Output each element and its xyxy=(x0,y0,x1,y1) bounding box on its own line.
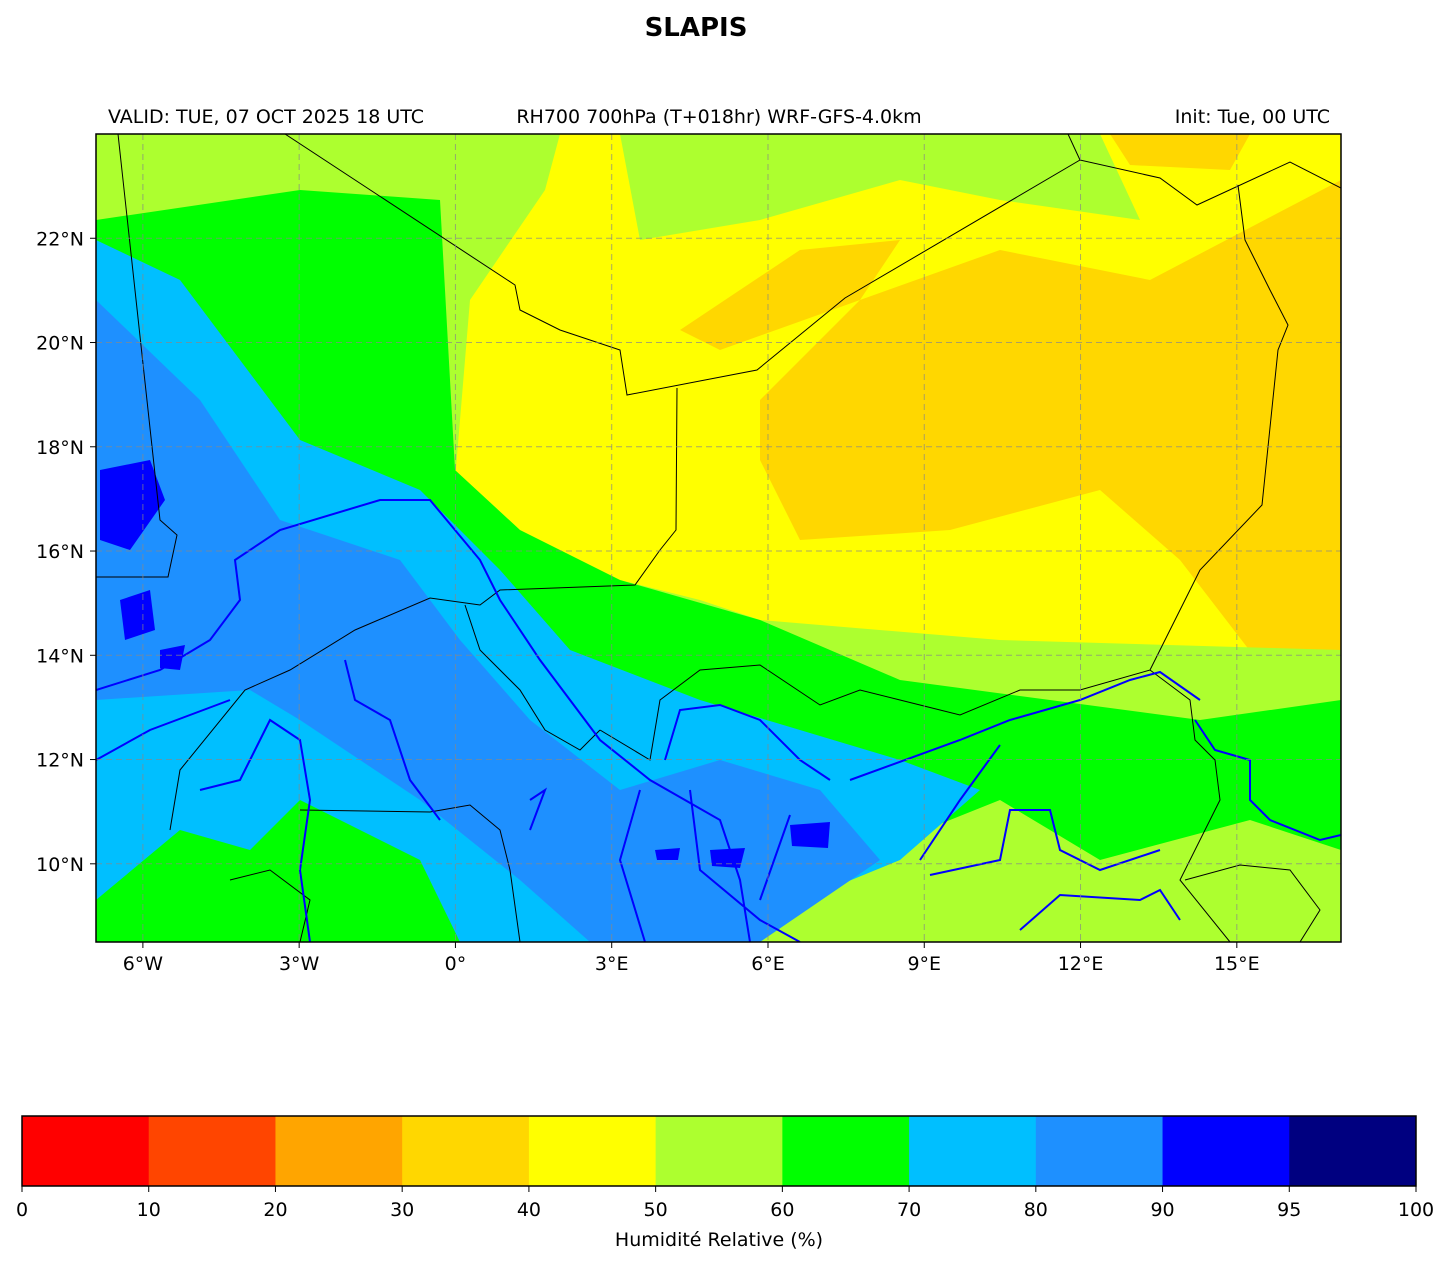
y-tick-label: 20°N xyxy=(36,333,84,355)
y-tick-label: 18°N xyxy=(36,437,84,459)
colorbar-segment xyxy=(22,1116,150,1186)
colorbar-segment xyxy=(782,1116,910,1186)
x-tick-label: 15°E xyxy=(1214,953,1260,975)
y-tick-label: 12°N xyxy=(36,750,84,772)
colorbar-segment xyxy=(1289,1116,1417,1186)
y-tick-label: 16°N xyxy=(36,541,84,563)
colorbar-segment xyxy=(148,1116,276,1186)
y-tick-label: 14°N xyxy=(36,645,84,667)
x-tick-label: 9°E xyxy=(907,953,941,975)
colorbar-tick-label: 95 xyxy=(1277,1199,1301,1221)
colorbar-tick-label: 80 xyxy=(1024,1199,1048,1221)
colorbar-tick-label: 60 xyxy=(770,1199,794,1221)
map-frame xyxy=(95,133,1342,943)
graticule: 6°W 3°W 0° 3°E 6°E 9°E 12°E 15°E 10°N 12°N 14°N 16°… xyxy=(36,134,1341,975)
colorbar-tick-label: 50 xyxy=(644,1199,668,1221)
x-tick-label: 12°E xyxy=(1058,953,1104,975)
colorbar-segment xyxy=(909,1116,1037,1186)
colorbar-segment xyxy=(528,1116,657,1186)
product: RH700 700hPa (T+018hr) WRF-GFS-4.0km xyxy=(516,106,921,128)
x-tick-label: 3°E xyxy=(595,953,629,975)
colorbar-tick-label: 10 xyxy=(137,1199,161,1221)
x-tick-label: 6°E xyxy=(751,953,785,975)
colorbar-tick-label: 100 xyxy=(1398,1199,1434,1221)
y-tick-label: 10°N xyxy=(36,854,84,876)
x-tick-label: 6°W xyxy=(123,953,164,975)
x-tick-label: 3°W xyxy=(279,953,320,975)
valid-time: VALID: TUE, 07 OCT 2025 18 UTC xyxy=(108,106,424,128)
y-tick-label: 22°N xyxy=(36,228,84,250)
colorbar-segment xyxy=(275,1116,403,1186)
colorbar-frame xyxy=(21,1115,1417,1187)
colorbar-tick-label: 70 xyxy=(897,1199,921,1221)
colorbar: 0 10 20 30 40 50 60 70 80 90 95 100 xyxy=(16,1115,1434,1221)
colorbar-tick-label: 30 xyxy=(390,1199,414,1221)
colorbar-tick-label: 20 xyxy=(263,1199,287,1221)
colorbar-tick-label: 40 xyxy=(517,1199,541,1221)
title: SLAPIS xyxy=(645,13,748,43)
colorbar-segment xyxy=(1162,1116,1290,1186)
colorbar-label: Humidité Relative (%) xyxy=(615,1229,823,1251)
x-tick-label: 0° xyxy=(445,953,467,975)
colorbar-tick-label: 90 xyxy=(1150,1199,1174,1221)
colorbar-tick-label: 0 xyxy=(16,1199,28,1221)
colorbar-segment xyxy=(402,1116,530,1186)
map-field xyxy=(96,134,1341,942)
colorbar-segment xyxy=(655,1116,783,1186)
colorbar-segment xyxy=(1035,1116,1164,1186)
init-time: Init: Tue, 00 UTC xyxy=(1175,106,1330,128)
